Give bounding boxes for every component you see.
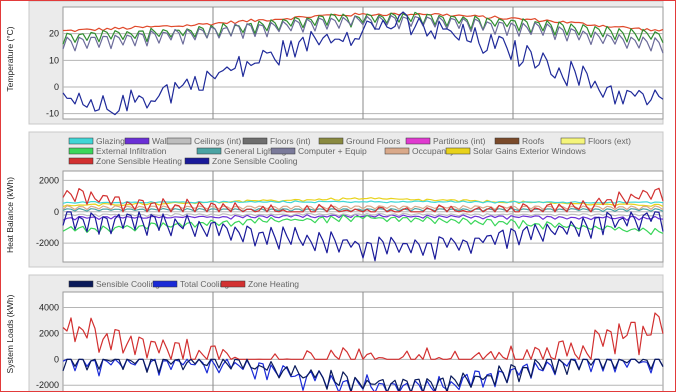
series-line-solar [62, 197, 664, 208]
y-tick-label: 2000 [39, 328, 59, 338]
legend-swatch [68, 280, 94, 288]
y-tick-label: 4000 [39, 303, 59, 313]
y-tick-label: -10 [46, 109, 59, 119]
series-line-lighting [62, 207, 664, 213]
legend-label: Roofs [522, 136, 544, 146]
series-line-infiltration [62, 214, 664, 236]
legend-swatch [560, 137, 586, 145]
legend-label: Ceilings (int) [194, 136, 241, 146]
y-tick-label: -2000 [36, 238, 59, 248]
y-tick-label: 0 [54, 82, 59, 92]
legend-label: Occupancy [412, 146, 455, 156]
legend-label: Solar Gains Exterior Windows [473, 146, 586, 156]
legend-label: General Lighting [224, 146, 287, 156]
legend-label: Zone Sensible Cooling [212, 156, 298, 166]
legend-label: Sensible Cooling [96, 279, 160, 289]
legend-swatch [68, 147, 94, 155]
legend-swatch [68, 137, 94, 145]
series-line-sensible_cooling [62, 358, 664, 391]
y-axis-label: Heat Balance (kWh) [5, 177, 15, 253]
legend-label: Zone Sensible Heating [96, 156, 182, 166]
legend-swatch [270, 147, 296, 155]
series-line-zone_mid [62, 11, 664, 45]
legend-label: Walls [152, 136, 172, 146]
y-tick-label: -2000 [36, 380, 59, 390]
y-tick-label: 0 [54, 354, 59, 364]
legend-swatch [184, 157, 210, 165]
legend-swatch [196, 147, 222, 155]
y-tick-label: 20 [49, 29, 59, 39]
y-axis-label: Temperature (°C) [5, 26, 15, 91]
y-tick-label: 0 [54, 207, 59, 217]
legend-swatch [124, 137, 150, 145]
legend-swatch [152, 280, 178, 288]
legend-swatch [166, 137, 192, 145]
series-line-cooling [62, 211, 664, 262]
legend-label: Zone Heating [248, 279, 299, 289]
series-line-zone_low [62, 15, 664, 54]
legend-label: Floors (int) [270, 136, 311, 146]
legend-swatch [220, 280, 246, 288]
legend-label: Partitions (int) [433, 136, 486, 146]
legend-swatch [68, 157, 94, 165]
legend-label: External Infiltration [96, 146, 167, 156]
legend-label: Computer + Equip [298, 146, 367, 156]
legend-label: Floors (ext) [588, 136, 631, 146]
series-line-zone_top [62, 12, 664, 33]
legend-swatch [242, 137, 268, 145]
series-line-outside [62, 11, 664, 116]
y-tick-label: 2000 [39, 175, 59, 185]
legend-swatch [494, 137, 520, 145]
series-line-glazing [62, 200, 664, 204]
legend-label: Ground Floors [346, 136, 400, 146]
legend-swatch [318, 137, 344, 145]
legend-swatch [384, 147, 410, 155]
y-tick-label: 10 [49, 55, 59, 65]
legend-label: Glazing [96, 136, 125, 146]
series-line-occupancy [62, 204, 664, 211]
legend-swatch [405, 137, 431, 145]
series-line-heating [62, 187, 664, 213]
legend-swatch [445, 147, 471, 155]
series-line-zone_heating [62, 312, 664, 360]
legend-label: Total Cooling [180, 279, 229, 289]
y-axis-label: System Loads (kWh) [5, 294, 15, 373]
